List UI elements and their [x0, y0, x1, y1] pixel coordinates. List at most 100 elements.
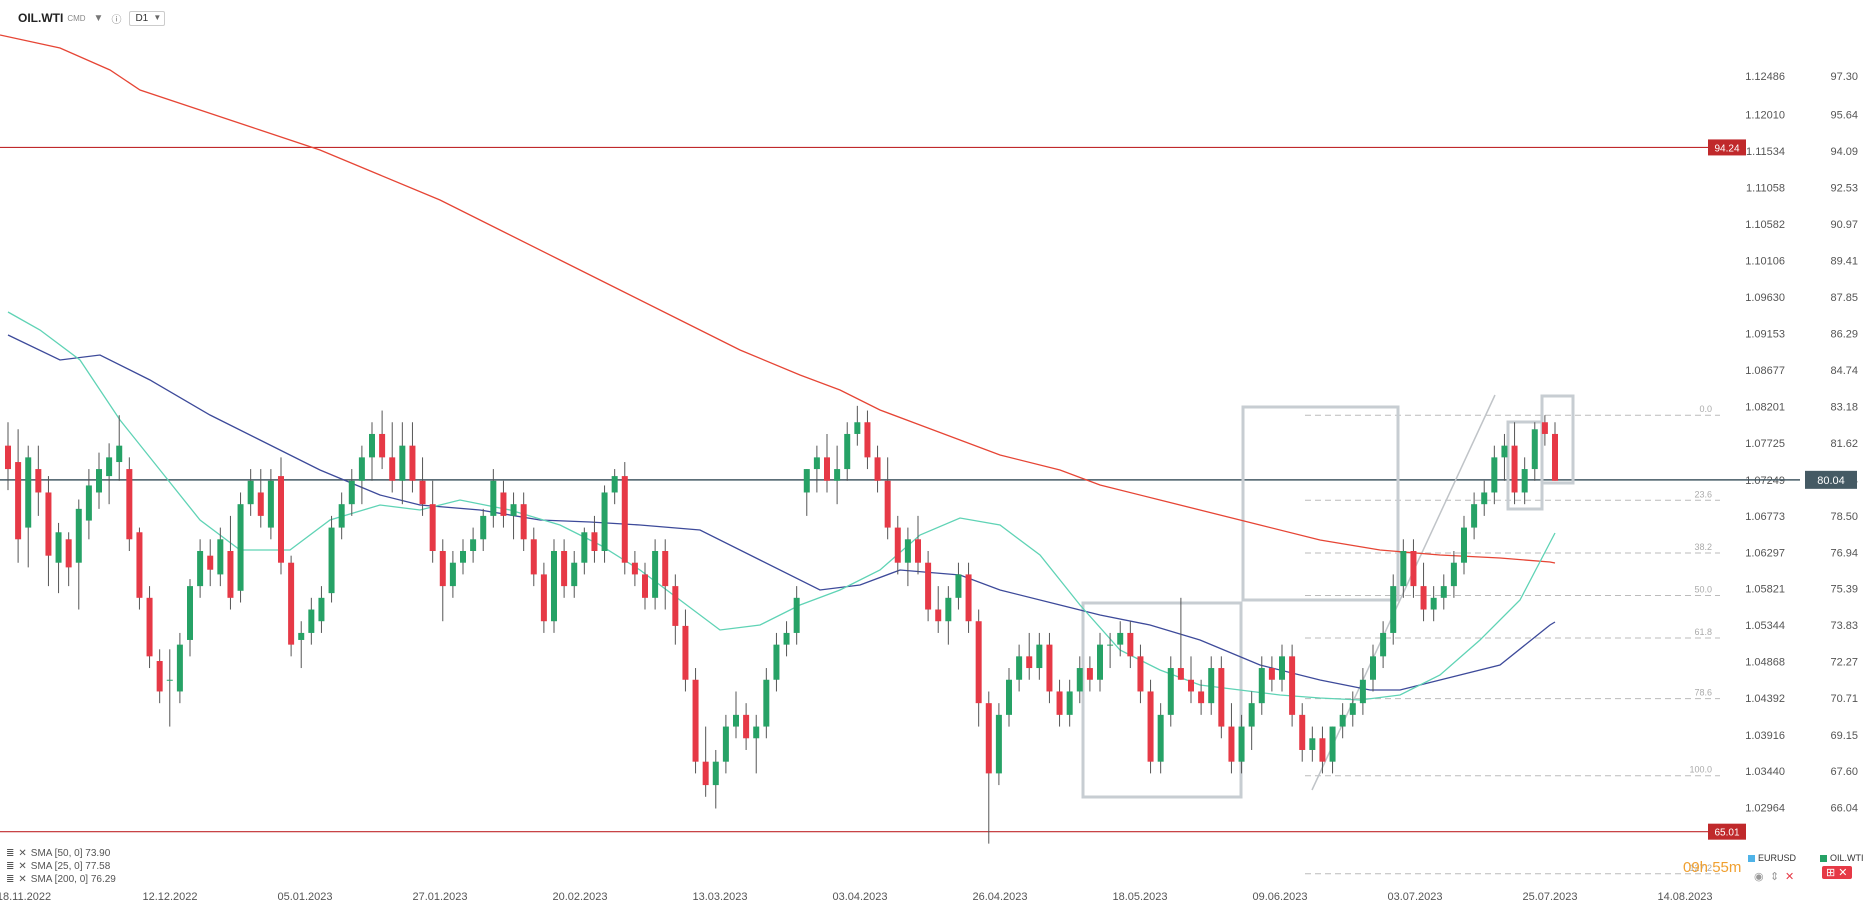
candle-body [1167, 668, 1174, 715]
x-tick-label: 03.04.2023 [832, 891, 887, 903]
secondary-tick-label: 1.07249 [1745, 475, 1785, 487]
candle-body [419, 480, 426, 505]
y-tick-label: 97.30 [1830, 71, 1858, 83]
candle-body [1188, 679, 1194, 692]
legend-oilwti[interactable]: OIL.WTI [1820, 853, 1864, 863]
candle-body [298, 632, 305, 640]
y-tick-label: 95.64 [1830, 110, 1858, 122]
legend-item-sma50[interactable]: ≣ ✕ SMA [50, 0] 73.90 [6, 847, 116, 860]
legend-label: SMA [200, 0] 76.29 [30, 874, 116, 885]
candle-body [449, 562, 456, 587]
candle-body [773, 644, 780, 680]
secondary-tick-label: 1.09630 [1745, 292, 1785, 304]
candle-body [247, 480, 254, 505]
candle-body [925, 562, 932, 610]
x-tick-label: 27.01.2023 [412, 891, 467, 903]
candle-body [1339, 714, 1346, 727]
close-icon[interactable]: ✕ [18, 861, 27, 872]
candle-body [480, 515, 487, 540]
y-tick-label: 87.85 [1830, 292, 1858, 304]
secondary-tick-label: 1.11534 [1746, 146, 1785, 158]
reorder-icon[interactable]: ⇕ [1770, 871, 1780, 883]
fibonacci-level-label: 61.8 [1694, 627, 1712, 637]
eye-icon[interactable]: ◉ [1754, 871, 1764, 883]
candle-body [591, 532, 598, 551]
candle-body [682, 625, 689, 680]
symbol-name[interactable]: OIL.WTI [18, 11, 64, 25]
candle-body [1046, 644, 1053, 692]
secondary-tick-label: 1.05821 [1745, 584, 1785, 596]
series-options-button[interactable]: ⊞ ✕ [1822, 866, 1852, 879]
candle-body [1086, 668, 1093, 680]
legend-item-sma25[interactable]: ≣ ✕ SMA [25, 0] 77.58 [6, 860, 116, 873]
y-tick-label: 69.15 [1830, 730, 1858, 742]
candle-body [1461, 527, 1467, 563]
drag-handle-icon[interactable]: ≣ [6, 874, 15, 885]
candle-body [267, 480, 274, 528]
close-icon[interactable]: ✕ [18, 848, 27, 859]
fibonacci-level-label: 38.2 [1694, 542, 1712, 552]
x-tick-label: 25.07.2023 [1522, 891, 1577, 903]
legend-label: SMA [50, 0] 73.90 [30, 848, 111, 859]
y-tick-label: 76.94 [1830, 547, 1858, 559]
candle-body [217, 539, 224, 575]
candle-body [874, 457, 881, 481]
candle-body [1511, 445, 1518, 493]
candle-body [1430, 597, 1437, 610]
candle-body [1107, 644, 1114, 646]
y-tick-label: 84.74 [1830, 365, 1858, 377]
candle-body [1552, 433, 1558, 481]
candle-body [75, 508, 82, 563]
candle-body [662, 551, 669, 587]
candle-body [1016, 656, 1023, 680]
candle-body [1501, 445, 1508, 458]
candle-body [257, 492, 264, 516]
level-price-tag [1708, 139, 1746, 156]
candle-body [1289, 656, 1296, 715]
candle-body [1157, 714, 1164, 762]
chevron-down-icon[interactable]: ▼ [93, 12, 104, 24]
y-tick-label: 67.60 [1830, 766, 1858, 778]
drag-handle-icon[interactable]: ≣ [6, 861, 15, 872]
close-icon[interactable]: ✕ [1785, 871, 1795, 883]
candle-body [197, 551, 204, 587]
timeframe-select[interactable]: D1 ▼ [129, 10, 166, 26]
level-price-label: 65.01 [1714, 828, 1739, 839]
current-price-tag [1805, 470, 1857, 489]
candle-body [358, 457, 365, 481]
candle-body [652, 551, 659, 598]
candle-body [65, 539, 72, 568]
close-icon[interactable]: ✕ [18, 874, 27, 885]
candle-body [338, 504, 345, 528]
secondary-tick-label: 1.06297 [1745, 547, 1785, 559]
y-tick-label: 70.71 [1830, 693, 1858, 705]
legend-item-sma200[interactable]: ≣ ✕ SMA [200, 0] 76.29 [6, 873, 116, 886]
sma200-line [0, 34, 1556, 564]
candle-body [318, 597, 325, 622]
legend-eurusd[interactable]: EURUSD [1748, 853, 1796, 863]
candle-body [490, 480, 497, 516]
candle-body [530, 539, 537, 575]
candle-body [1531, 429, 1538, 470]
y-tick-label: 92.53 [1830, 182, 1858, 194]
pattern-box [1241, 405, 1400, 602]
candle-body [894, 527, 901, 563]
drag-handle-icon[interactable]: ≣ [6, 848, 15, 859]
candle-body [1066, 691, 1073, 715]
candle-body [995, 714, 1002, 774]
candle-body [237, 504, 244, 591]
series-swatch [1748, 855, 1755, 863]
candle-body [1471, 504, 1478, 528]
candle-body [429, 504, 436, 551]
secondary-tick-label: 1.06773 [1745, 511, 1785, 523]
info-icon[interactable]: ⓘ [111, 14, 122, 26]
candle-body [722, 726, 729, 762]
candle-body [753, 726, 760, 739]
fibonacci-level-label: 50.0 [1694, 584, 1712, 594]
y-tick-label: 73.83 [1830, 620, 1858, 632]
candle-body [389, 457, 396, 481]
candle-body [15, 462, 22, 540]
candle-body [1238, 726, 1245, 762]
candle-body [5, 445, 11, 470]
